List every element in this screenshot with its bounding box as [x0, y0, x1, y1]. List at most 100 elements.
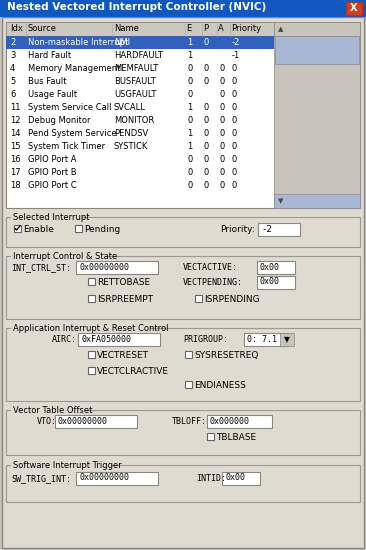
- Text: 0: 0: [232, 116, 237, 125]
- Text: GPIO Port C: GPIO Port C: [28, 181, 76, 190]
- Text: SVCALL: SVCALL: [114, 103, 146, 112]
- Text: 1: 1: [187, 129, 192, 138]
- Text: 0xFA050000: 0xFA050000: [81, 334, 131, 344]
- Text: X: X: [350, 3, 358, 13]
- Text: Idx: Idx: [10, 24, 23, 33]
- Text: 0: 0: [219, 142, 224, 151]
- Text: 0x00000000: 0x00000000: [79, 474, 129, 482]
- FancyBboxPatch shape: [76, 472, 158, 485]
- FancyBboxPatch shape: [6, 22, 360, 36]
- Text: 1: 1: [187, 103, 192, 112]
- Text: 0: 0: [187, 64, 192, 73]
- FancyBboxPatch shape: [76, 261, 158, 274]
- Text: USGFAULT: USGFAULT: [114, 90, 156, 99]
- Text: AIRC:: AIRC:: [52, 335, 77, 344]
- FancyBboxPatch shape: [258, 223, 300, 236]
- Text: System Tick Timer: System Tick Timer: [28, 142, 105, 151]
- Text: RETTOBASE: RETTOBASE: [97, 278, 150, 287]
- FancyBboxPatch shape: [11, 460, 111, 470]
- FancyBboxPatch shape: [207, 415, 272, 428]
- Text: NMI: NMI: [114, 38, 130, 47]
- FancyBboxPatch shape: [257, 276, 295, 289]
- Text: 0: 0: [219, 64, 224, 73]
- FancyBboxPatch shape: [6, 410, 360, 455]
- Text: Priority: Priority: [231, 24, 261, 33]
- Text: 0: 0: [204, 38, 209, 47]
- Text: 0: 0: [204, 155, 209, 164]
- FancyBboxPatch shape: [275, 36, 359, 64]
- Text: 0: 0: [204, 168, 209, 177]
- Text: 0: 0: [204, 77, 209, 86]
- FancyBboxPatch shape: [75, 225, 82, 232]
- Text: PENDSV: PENDSV: [114, 129, 148, 138]
- Text: 0: 7.1: 0: 7.1: [247, 334, 277, 344]
- Text: GPIO Port A: GPIO Port A: [28, 155, 76, 164]
- FancyBboxPatch shape: [6, 217, 360, 247]
- Text: 0: 0: [204, 129, 209, 138]
- FancyBboxPatch shape: [14, 225, 21, 232]
- Text: 0: 0: [232, 103, 237, 112]
- Text: Interrupt Control & State: Interrupt Control & State: [13, 252, 117, 261]
- Text: 0: 0: [187, 181, 192, 190]
- FancyBboxPatch shape: [88, 295, 95, 302]
- FancyBboxPatch shape: [274, 22, 360, 208]
- Text: -2: -2: [232, 38, 240, 47]
- Text: Application Interrupt & Reset Control: Application Interrupt & Reset Control: [13, 324, 168, 333]
- Text: VTO:: VTO:: [37, 417, 57, 426]
- Text: MONITOR: MONITOR: [114, 116, 154, 125]
- FancyBboxPatch shape: [88, 278, 95, 285]
- Text: 0: 0: [219, 90, 224, 99]
- Text: Hard Fault: Hard Fault: [28, 51, 71, 60]
- Text: 0: 0: [204, 142, 209, 151]
- FancyBboxPatch shape: [257, 261, 295, 274]
- Text: 3: 3: [10, 51, 15, 60]
- FancyBboxPatch shape: [6, 256, 360, 319]
- Text: Enable: Enable: [23, 225, 54, 234]
- FancyBboxPatch shape: [6, 328, 360, 401]
- FancyBboxPatch shape: [346, 2, 362, 15]
- Text: 0: 0: [219, 155, 224, 164]
- Text: ▼: ▼: [284, 335, 290, 344]
- Text: 0: 0: [219, 77, 224, 86]
- Text: 4: 4: [10, 64, 15, 73]
- Text: Nested Vectored Interrupt Controller (NVIC): Nested Vectored Interrupt Controller (NV…: [7, 2, 266, 12]
- Text: VECTACTIVE:: VECTACTIVE:: [183, 263, 238, 272]
- Text: TBLBASE: TBLBASE: [216, 433, 256, 442]
- FancyBboxPatch shape: [222, 472, 260, 485]
- Text: 14: 14: [10, 129, 20, 138]
- Text: VECTRESET: VECTRESET: [97, 351, 149, 360]
- Text: 0: 0: [232, 90, 237, 99]
- Text: 6: 6: [10, 90, 15, 99]
- Text: SYSTICK: SYSTICK: [114, 142, 148, 151]
- Text: TBLOFF:: TBLOFF:: [172, 417, 207, 426]
- Text: 0: 0: [219, 129, 224, 138]
- Text: 0x00000000: 0x00000000: [79, 262, 129, 272]
- Text: 0: 0: [219, 181, 224, 190]
- Text: 1: 1: [187, 38, 192, 47]
- Text: P: P: [203, 24, 208, 33]
- Text: PRIGROUP:: PRIGROUP:: [183, 335, 228, 344]
- Text: 0x000000: 0x000000: [210, 416, 250, 426]
- Text: INTID:: INTID:: [196, 474, 226, 483]
- FancyBboxPatch shape: [11, 212, 82, 222]
- Text: Name: Name: [114, 24, 139, 33]
- Text: 11: 11: [10, 103, 20, 112]
- Text: 15: 15: [10, 142, 20, 151]
- Text: 0: 0: [204, 116, 209, 125]
- FancyBboxPatch shape: [11, 323, 150, 333]
- FancyBboxPatch shape: [0, 0, 366, 17]
- FancyBboxPatch shape: [55, 415, 137, 428]
- Text: -2: -2: [261, 224, 272, 234]
- Text: 0: 0: [219, 168, 224, 177]
- Text: Selected Interrupt: Selected Interrupt: [13, 213, 90, 222]
- Text: 0: 0: [187, 90, 192, 99]
- Text: 0: 0: [232, 64, 237, 73]
- Text: Non-maskable Interrupt: Non-maskable Interrupt: [28, 38, 128, 47]
- FancyBboxPatch shape: [185, 381, 192, 388]
- Text: 12: 12: [10, 116, 20, 125]
- Text: Bus Fault: Bus Fault: [28, 77, 67, 86]
- Text: 0: 0: [232, 168, 237, 177]
- Text: Memory Management: Memory Management: [28, 64, 120, 73]
- FancyBboxPatch shape: [195, 295, 202, 302]
- Text: 0x00: 0x00: [225, 474, 245, 482]
